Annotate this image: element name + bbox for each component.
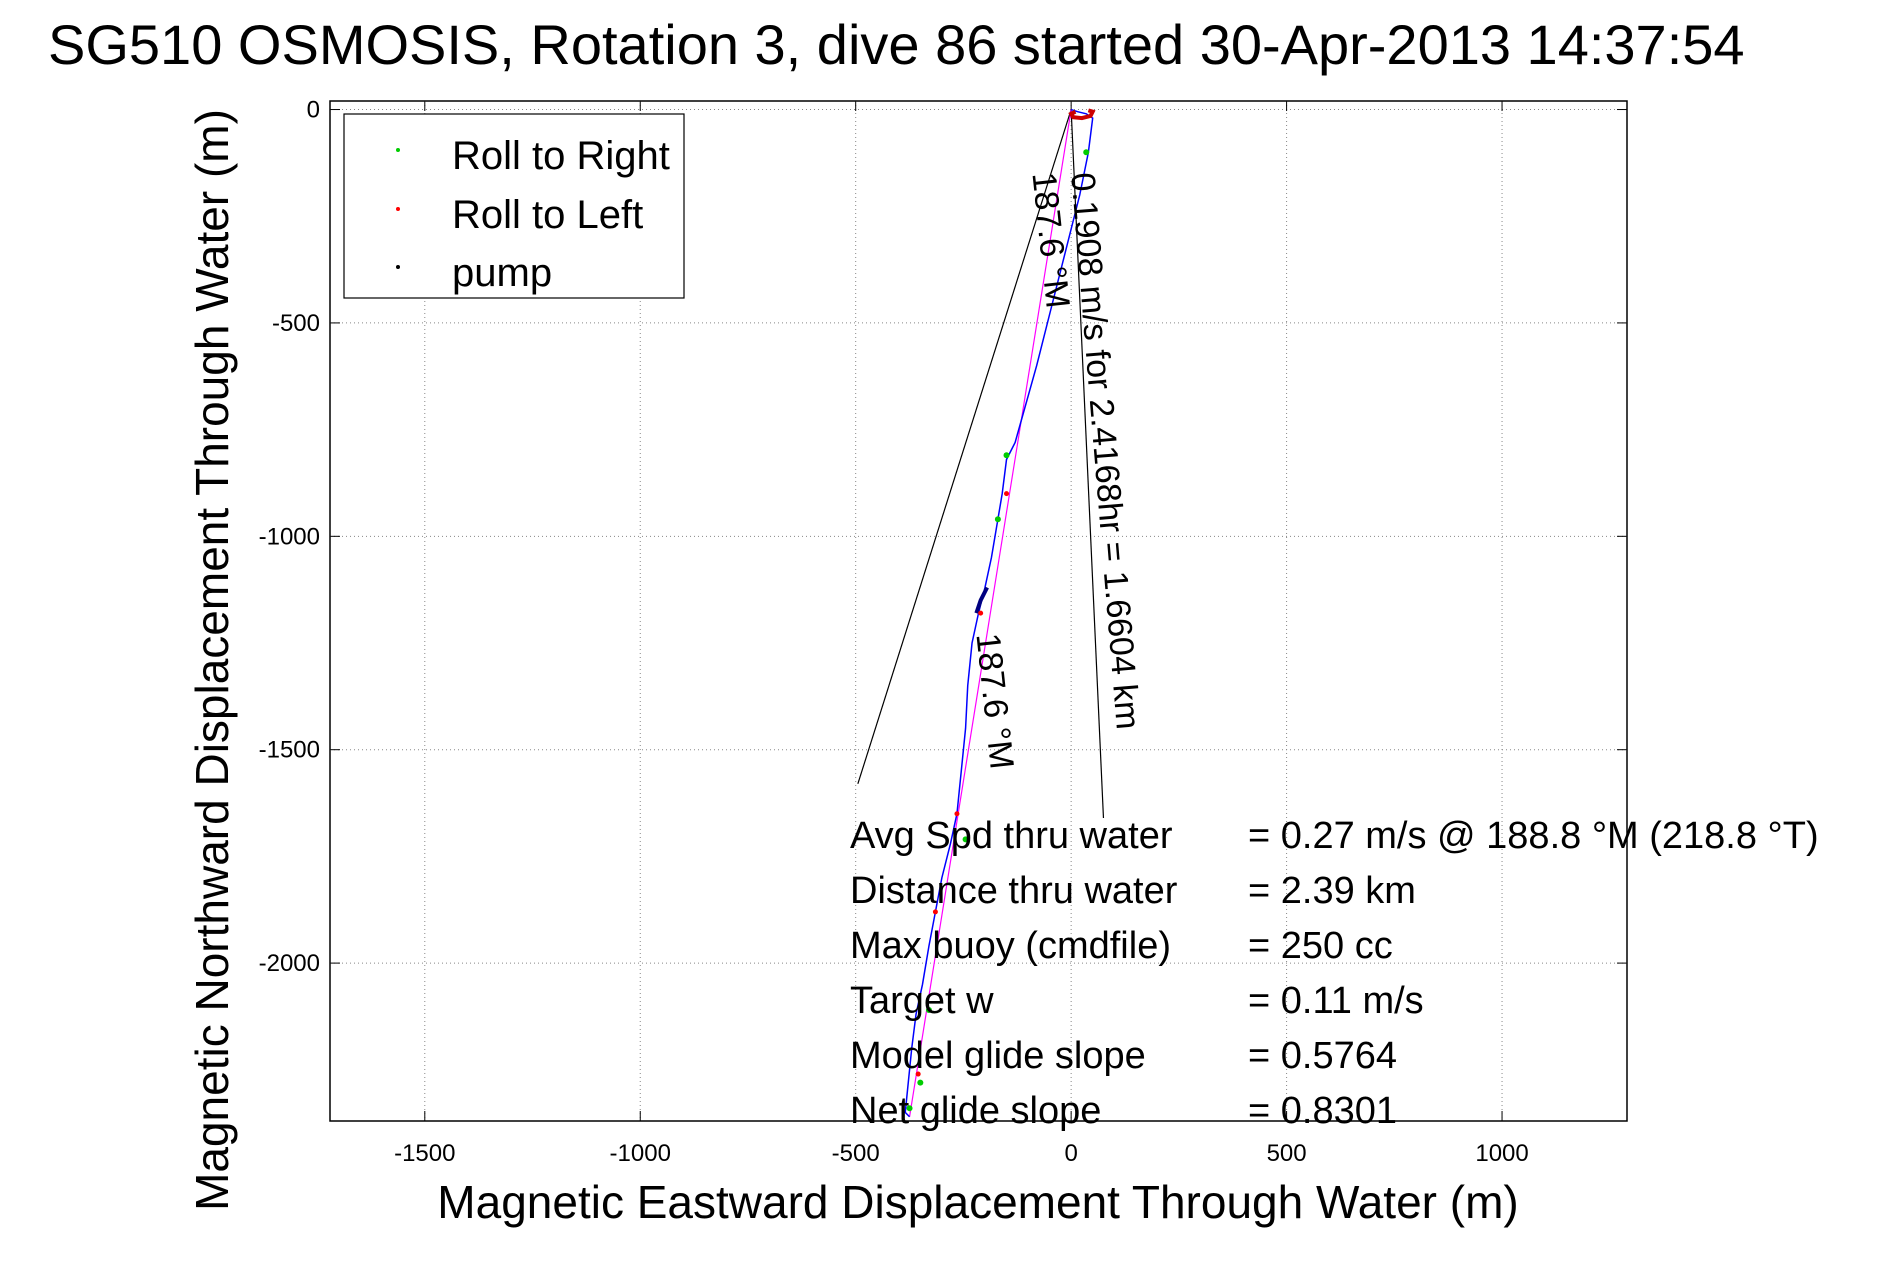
- y-axis-ticks: 0 -500 -1000 -1500 -2000: [259, 97, 1627, 977]
- x-axis-label: Magnetic Eastward Displacement Through W…: [437, 1176, 1518, 1228]
- track-series: [904, 108, 1096, 1118]
- wedge-line: [857, 109, 1072, 785]
- stat-label: Max buoy (cmdfile): [850, 925, 1171, 967]
- y-tick-label: 0: [307, 97, 320, 124]
- wedge-line: [1070, 109, 1105, 819]
- legend: Roll to Right Roll to Left pump: [343, 113, 685, 299]
- legend-box: [343, 113, 685, 299]
- straight-course-line: [908, 109, 1072, 1117]
- stat-label: Net glide slope: [850, 1090, 1101, 1132]
- stat-label: Model glide slope: [850, 1035, 1146, 1077]
- x-tick-label: -1500: [394, 1140, 455, 1167]
- stat-value: = 0.27 m/s @ 188.8 °M (218.8 °T): [1248, 815, 1819, 857]
- legend-marker-roll-left: [396, 207, 400, 211]
- legend-marker-roll-right: [396, 148, 400, 152]
- stat-label: Target w: [850, 980, 994, 1022]
- y-tick-label: -2000: [259, 950, 320, 977]
- pump-segment: [974, 586, 989, 614]
- y-tick-label: -1000: [259, 523, 320, 550]
- glider-track-line: [904, 108, 1094, 1118]
- legend-marker-pump: [396, 265, 400, 269]
- legend-label-roll-right: Roll to Right: [452, 134, 670, 178]
- roll-right-point: [906, 1105, 913, 1112]
- x-tick-label: -1000: [610, 1140, 671, 1167]
- y-axis-label: Magnetic Northward Displacement Through …: [186, 109, 238, 1211]
- stat-label: Distance thru water: [850, 870, 1178, 912]
- x-axis-ticks: -1500 -1000 -500 0 500 1000: [394, 101, 1529, 1167]
- grid-lines: [330, 101, 1627, 1121]
- stat-value: = 0.11 m/s: [1248, 980, 1424, 1022]
- roll-right-point: [917, 1079, 924, 1086]
- chart-title: SG510 OSMOSIS, Rotation 3, dive 86 start…: [48, 13, 1745, 76]
- roll-left-point: [915, 1071, 921, 1077]
- roll-left-point: [932, 909, 938, 915]
- legend-label-pump: pump: [452, 251, 552, 295]
- dive-stats-block: Avg Spd thru water = 0.27 m/s @ 188.8 °M …: [850, 815, 1819, 1132]
- stat-value: = 2.39 km: [1248, 870, 1416, 912]
- x-tick-label: 500: [1267, 1140, 1307, 1167]
- y-tick-label: -500: [272, 310, 320, 337]
- heading-wedge: [857, 109, 1105, 819]
- stat-label: Avg Spd thru water: [850, 815, 1173, 857]
- roll-left-point: [954, 811, 960, 817]
- x-tick-label: -500: [832, 1140, 880, 1167]
- y-tick-label: -1500: [259, 737, 320, 764]
- roll-right-point: [925, 1007, 932, 1014]
- roll-right-point: [1003, 452, 1010, 459]
- roll-right-point: [1083, 149, 1090, 156]
- roll-left-point: [1004, 491, 1010, 497]
- stat-value: = 250 cc: [1248, 925, 1393, 967]
- x-tick-label: 1000: [1475, 1140, 1528, 1167]
- x-tick-label: 0: [1064, 1140, 1077, 1167]
- stat-value: = 0.8301: [1248, 1090, 1397, 1132]
- stat-value: = 0.5764: [1248, 1035, 1397, 1077]
- surface-loop: [1068, 108, 1096, 121]
- roll-left-point: [978, 610, 984, 616]
- roll-right-point: [994, 516, 1001, 523]
- roll-right-point: [962, 836, 969, 843]
- legend-label-roll-left: Roll to Left: [452, 193, 643, 237]
